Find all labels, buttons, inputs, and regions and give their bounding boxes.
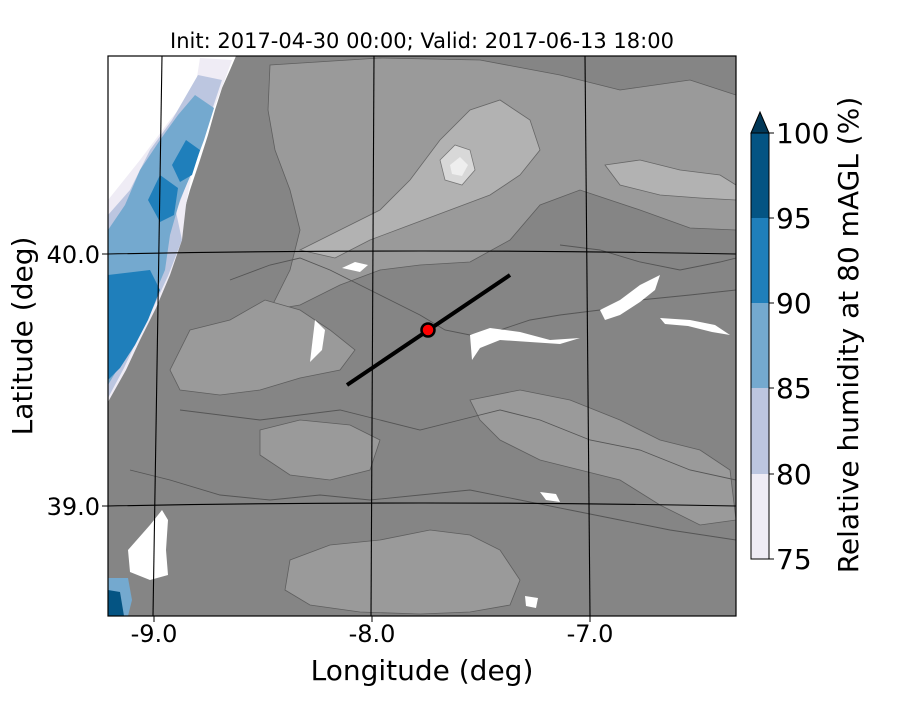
rh-band-90-95 — [108, 140, 200, 380]
x-tick-label: -8.0 — [349, 620, 396, 648]
colorbar-tick-label: 85 — [776, 372, 812, 405]
graticule-lat-40 — [108, 250, 736, 255]
x-axis-label: Longitude (deg) — [311, 654, 534, 687]
colorbar-label: Relative humidity at 80 mAGL (%) — [832, 97, 865, 574]
colorbar-extend-arrow — [750, 110, 770, 134]
terrain-mid-central — [259, 419, 381, 481]
map-panel — [108, 56, 736, 616]
y-tick-label: 39.0 — [47, 493, 100, 521]
rh-band-corner-dark — [108, 590, 124, 616]
colorbar-segment — [751, 218, 769, 303]
terrain-mid-south — [469, 389, 736, 526]
x-axis: -9.0 -8.0 -7.0 Longitude (deg) — [131, 616, 614, 687]
y-axis: 40.0 39.0 Latitude (deg) — [6, 237, 108, 521]
terrain-mid-west — [169, 299, 356, 396]
terrain-mid-southwest — [284, 529, 521, 615]
colorbar-tick-label: 75 — [776, 543, 812, 576]
x-tick-label: -9.0 — [131, 620, 178, 648]
graticule — [108, 56, 736, 616]
colorbar-tick-label: 95 — [776, 202, 812, 235]
colorbar-tick-label: 100 — [776, 117, 829, 150]
colorbar: 100 95 90 85 80 75 Relative humidity at … — [750, 97, 865, 576]
colorbar-segment — [751, 474, 769, 559]
site-marker — [420, 322, 436, 338]
terrain-light-ridge-2 — [604, 159, 736, 201]
terrain-peak-inner — [450, 157, 468, 176]
white-patch-southwest — [128, 510, 168, 580]
y-axis-label: Latitude (deg) — [6, 237, 39, 436]
terrain-light-ridge — [298, 99, 541, 259]
colorbar-tick-label: 80 — [776, 458, 812, 491]
colorbar-tick-label: 90 — [776, 287, 812, 320]
colorbar-segment — [751, 133, 769, 218]
graticule-lon-minus9 — [152, 56, 163, 616]
map-frame — [107, 55, 737, 617]
graticule-lon-minus8 — [370, 56, 375, 616]
figure-title: Init: 2017-04-30 00:00; Valid: 2017-06-1… — [170, 29, 674, 53]
white-valley-features — [310, 262, 730, 608]
x-tick-label: -7.0 — [567, 620, 614, 648]
colorbar-frame — [750, 132, 770, 560]
colorbar-segment — [751, 303, 769, 388]
colorbar-segment — [751, 388, 769, 474]
graticule-lat-39 — [108, 502, 736, 507]
y-tick-label: 40.0 — [47, 241, 100, 269]
graticule-lon-minus7 — [584, 56, 591, 616]
